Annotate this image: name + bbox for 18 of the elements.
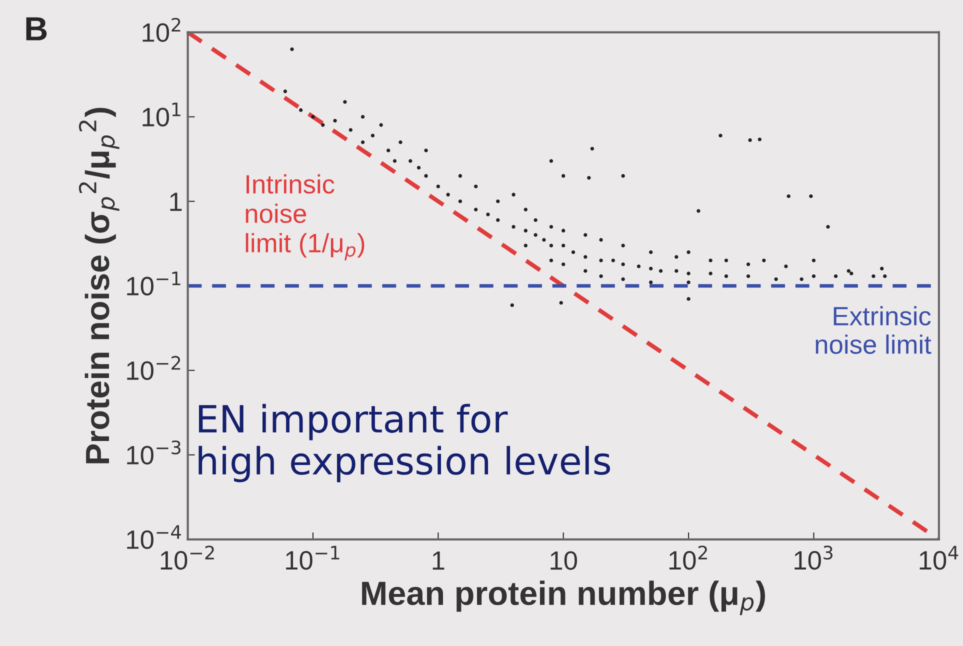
- x-tick-label: 10$^{−1}$: [286, 546, 340, 570]
- ref-line-label: Extrinsic noise limit: [816, 306, 932, 354]
- annotation: EN important for high expression levels: [198, 404, 610, 482]
- y-tick-label: 10$^{1}$: [142, 102, 180, 126]
- y-tick-label: 10$^{−1}$: [127, 272, 180, 296]
- x-tick-label: 10: [550, 551, 577, 570]
- y-axis-title: Protein noise (σ$_{p}$$^{2}$/μ$_{p}$$^{2}$): [78, 108, 120, 464]
- series-label: Intrinsic noise limit (1/μ$_{p}$): [246, 174, 364, 260]
- y-tick-label: 10$^{2}$: [142, 18, 180, 42]
- x-tick-label: 1: [432, 551, 444, 570]
- y-tick-label: 10$^{−3}$: [127, 440, 180, 465]
- y-tick-label: 1: [170, 192, 182, 211]
- y-tick-label: 10$^{−2}$: [127, 356, 180, 380]
- x-tick-label: 10$^{4}$: [920, 546, 958, 570]
- text: B: [26, 17, 47, 40]
- x-tick-label: 10$^{2}$: [669, 546, 707, 570]
- x-tick-label: 10$^{3}$: [794, 546, 832, 570]
- x-axis-title: Mean protein number (μ$_{p}$): [362, 580, 766, 616]
